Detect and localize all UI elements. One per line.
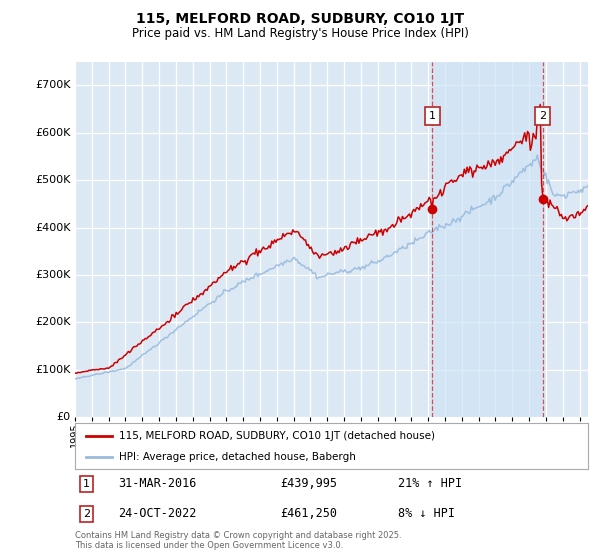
Text: £100K: £100K (35, 365, 71, 375)
Text: £400K: £400K (35, 222, 71, 232)
Text: 115, MELFORD ROAD, SUDBURY, CO10 1JT: 115, MELFORD ROAD, SUDBURY, CO10 1JT (136, 12, 464, 26)
Text: 1: 1 (83, 479, 90, 489)
Text: 1: 1 (429, 111, 436, 121)
Text: Contains HM Land Registry data © Crown copyright and database right 2025.
This d: Contains HM Land Registry data © Crown c… (75, 531, 401, 550)
Text: £700K: £700K (35, 80, 71, 90)
Text: HPI: Average price, detached house, Babergh: HPI: Average price, detached house, Babe… (119, 452, 355, 462)
Text: 2: 2 (83, 509, 90, 519)
Text: £461,250: £461,250 (280, 507, 337, 520)
Text: £600K: £600K (35, 128, 71, 138)
Text: £500K: £500K (35, 175, 71, 185)
Text: 24-OCT-2022: 24-OCT-2022 (119, 507, 197, 520)
Text: 115, MELFORD ROAD, SUDBURY, CO10 1JT (detached house): 115, MELFORD ROAD, SUDBURY, CO10 1JT (de… (119, 431, 434, 441)
Text: £300K: £300K (35, 270, 71, 280)
Text: 31-MAR-2016: 31-MAR-2016 (119, 477, 197, 490)
Text: £0: £0 (57, 412, 71, 422)
Text: 2: 2 (539, 111, 547, 121)
Bar (433, 62, 543, 417)
Text: £200K: £200K (35, 318, 71, 328)
Text: £439,995: £439,995 (280, 477, 337, 490)
Text: Price paid vs. HM Land Registry's House Price Index (HPI): Price paid vs. HM Land Registry's House … (131, 27, 469, 40)
Text: 8% ↓ HPI: 8% ↓ HPI (398, 507, 455, 520)
Text: 21% ↑ HPI: 21% ↑ HPI (398, 477, 463, 490)
